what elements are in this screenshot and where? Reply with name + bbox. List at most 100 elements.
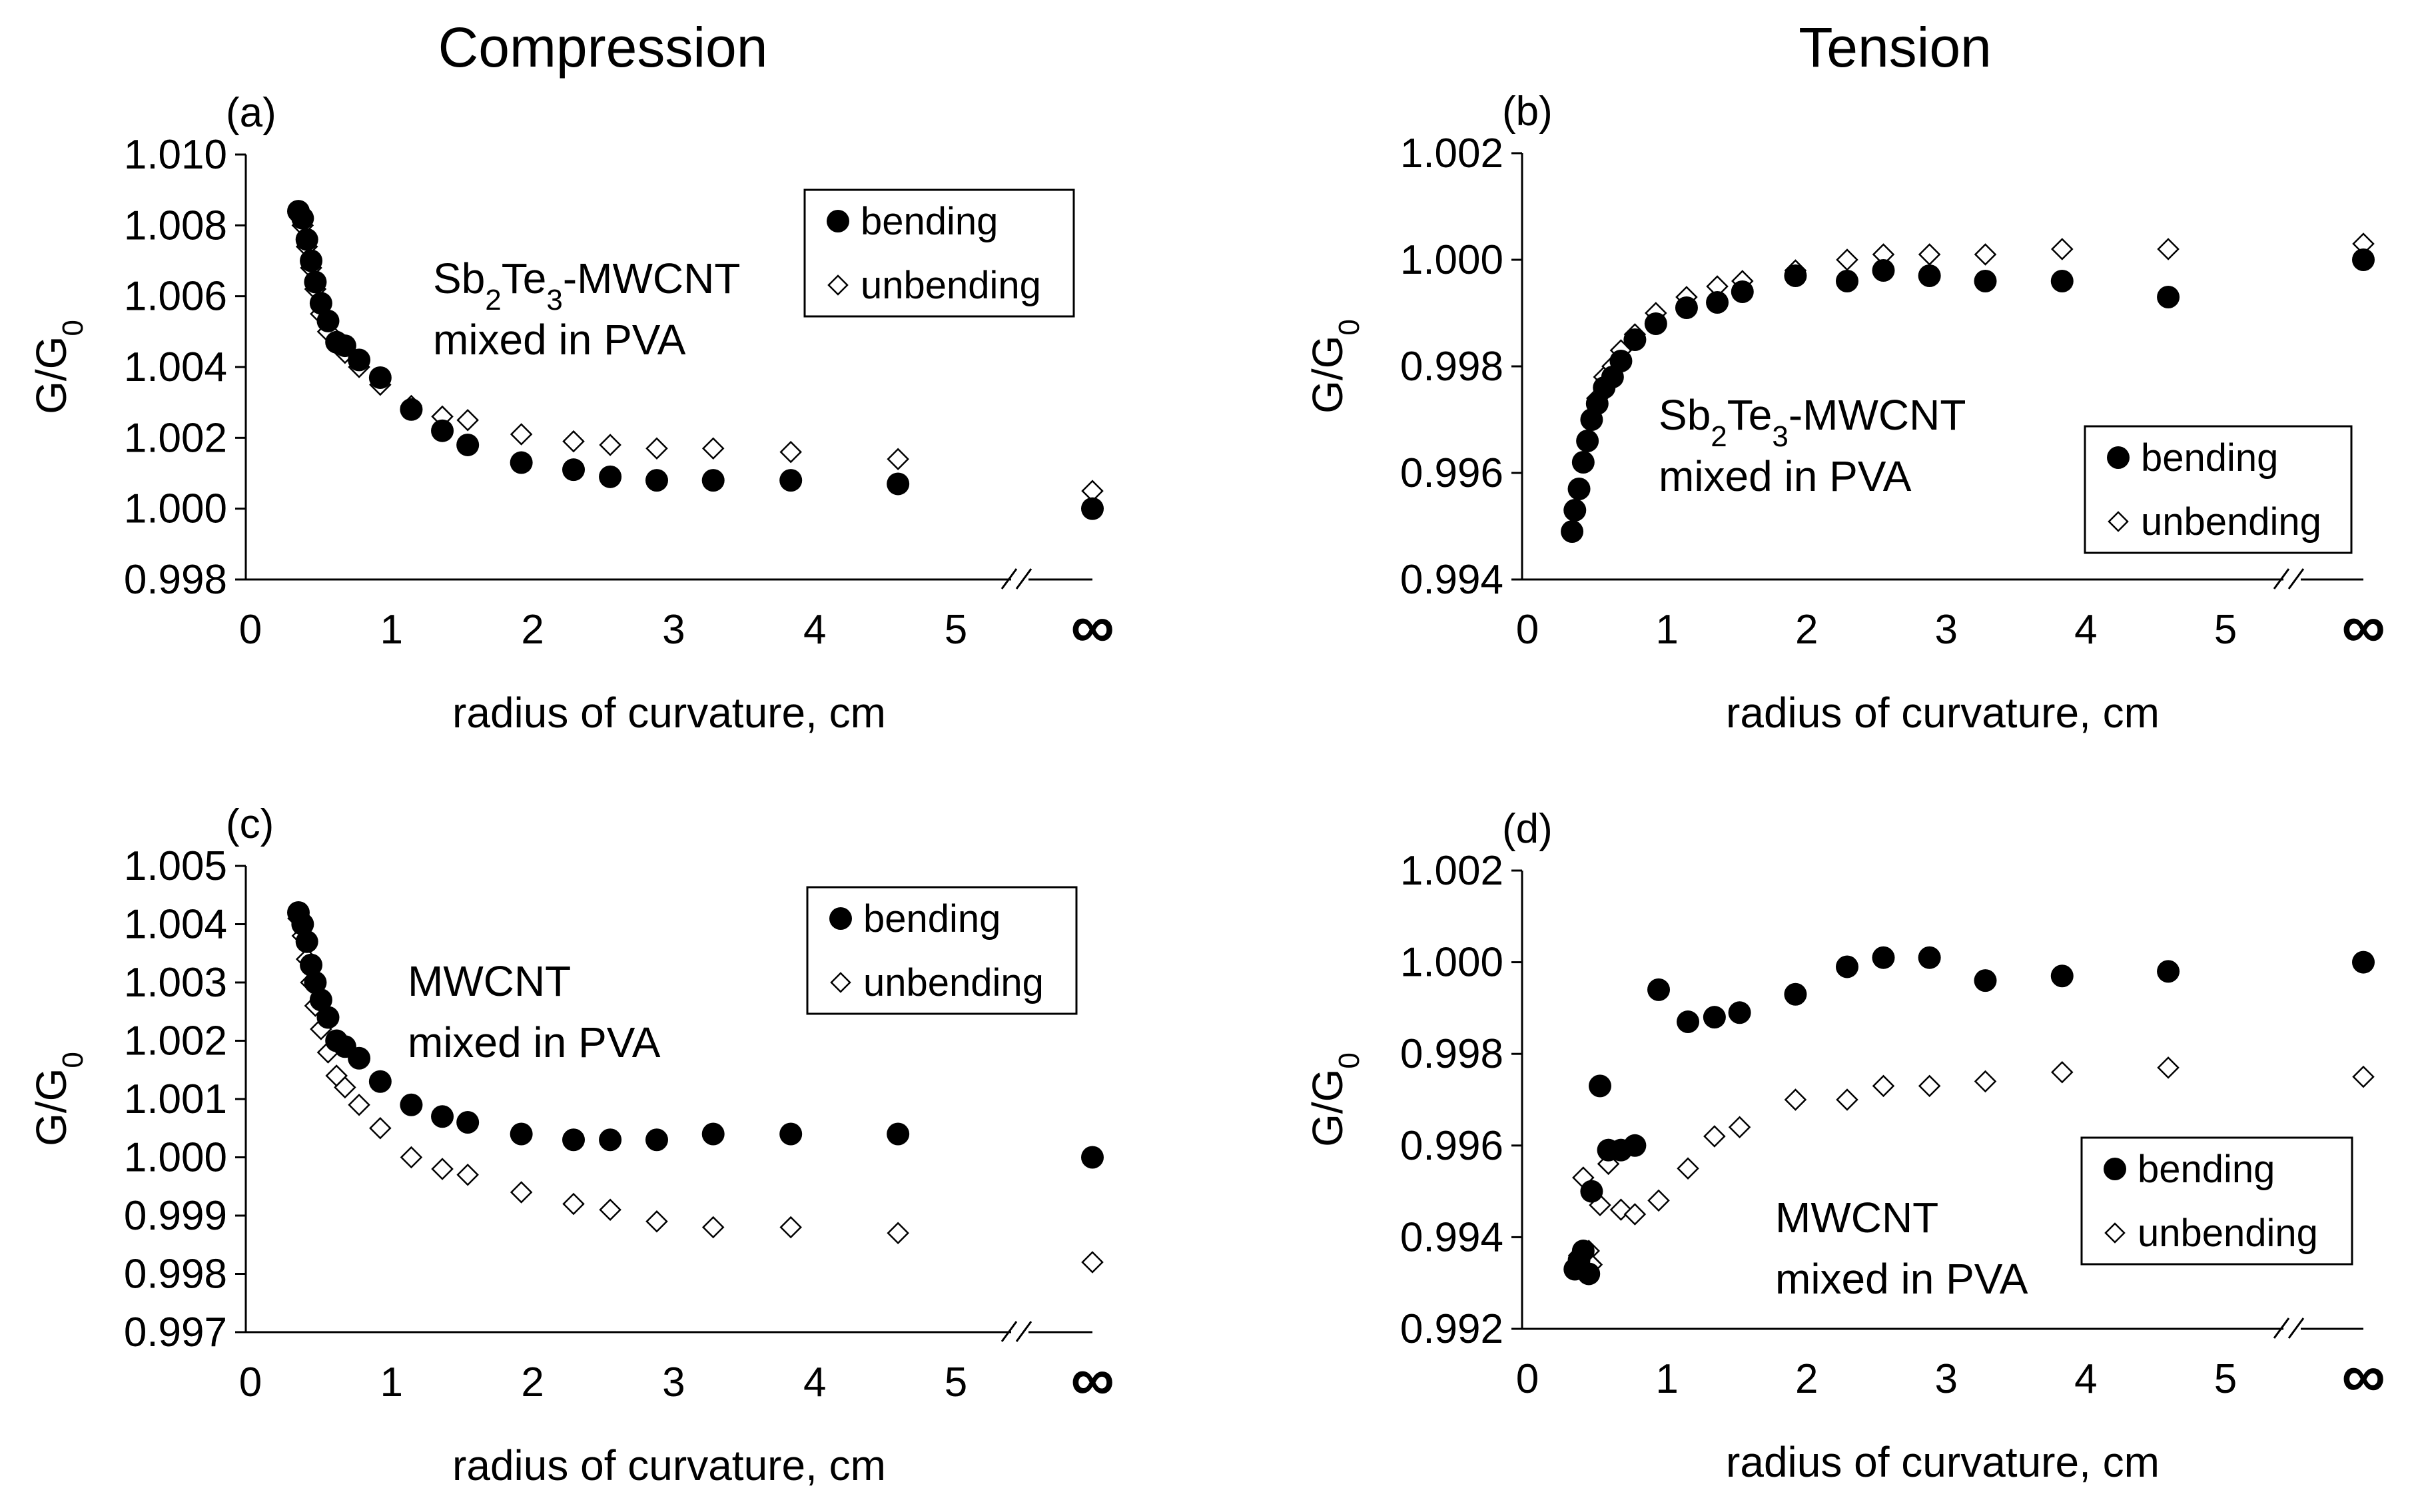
text-run: Te bbox=[1727, 391, 1773, 439]
y-tick-label: 0.996 bbox=[1400, 1123, 1503, 1169]
bending-point bbox=[1563, 499, 1587, 522]
bending-point bbox=[316, 309, 340, 332]
unbending-point bbox=[645, 437, 668, 460]
x-tick-label: 2 bbox=[521, 607, 544, 653]
legend-marker-bending bbox=[829, 907, 852, 930]
bending-point bbox=[348, 1046, 371, 1070]
unbending-point bbox=[1677, 1157, 1699, 1180]
bending-point bbox=[1784, 264, 1807, 287]
bending-point bbox=[1081, 497, 1104, 520]
x-tick-label: 5 bbox=[2214, 607, 2237, 653]
y-tick-label: 0.998 bbox=[1400, 1031, 1503, 1077]
bending-point bbox=[368, 1070, 392, 1093]
bending-point bbox=[2352, 248, 2375, 271]
bending-point bbox=[1872, 946, 1895, 969]
bending-point bbox=[333, 334, 356, 358]
annotation-line: Sb2Te3-MWCNT bbox=[1659, 391, 1966, 453]
y-tick-label: 1.010 bbox=[124, 132, 227, 178]
bending-point bbox=[1623, 328, 1647, 351]
bending-point bbox=[701, 1122, 725, 1146]
bending-point bbox=[431, 1105, 454, 1128]
subscript: 2 bbox=[485, 284, 501, 316]
bending-point bbox=[887, 472, 910, 496]
bending-point bbox=[1647, 978, 1671, 1001]
y-tick-label: 1.000 bbox=[1400, 940, 1503, 986]
legend-label-bending: bending bbox=[2138, 1148, 2275, 1191]
annotation-line: mixed in PVA bbox=[1775, 1255, 2028, 1303]
x-tick-label-infinity: ∞ bbox=[1070, 593, 1114, 661]
legend-marker-unbending bbox=[2104, 1222, 2126, 1244]
x-tick-label: 5 bbox=[945, 607, 967, 653]
unbending-point bbox=[334, 1076, 356, 1099]
legend-marker-bending bbox=[2104, 1158, 2126, 1180]
text-run: Sb bbox=[1659, 391, 1711, 439]
bending-point bbox=[1571, 1240, 1595, 1263]
bending-point bbox=[304, 270, 327, 294]
y-axis-title: G/G0 bbox=[1304, 319, 1366, 414]
y-tick-label: 1.000 bbox=[124, 1135, 227, 1181]
column-title-compression: Compression bbox=[438, 16, 768, 79]
bending-point bbox=[645, 469, 668, 492]
bending-point bbox=[2157, 960, 2180, 983]
legend-box bbox=[806, 886, 1078, 1015]
x-tick-label: 4 bbox=[2074, 607, 2097, 653]
x-tick-label: 0 bbox=[1516, 607, 1539, 653]
unbending-point bbox=[510, 1181, 533, 1204]
x-tick-label: 2 bbox=[1795, 607, 1818, 653]
bending-point bbox=[2050, 964, 2074, 988]
bending-point bbox=[300, 249, 323, 272]
y-tick-label: 0.996 bbox=[1400, 450, 1503, 496]
text-run: -MWCNT bbox=[1789, 391, 1966, 439]
unbending-point bbox=[431, 1158, 454, 1180]
unbending-point bbox=[1728, 1116, 1751, 1139]
legend-marker-bending bbox=[2107, 446, 2130, 469]
y-tick-label: 0.997 bbox=[124, 1310, 227, 1355]
annotation-line: mixed in PVA bbox=[408, 1018, 661, 1066]
x-axis-title: radius of curvature, cm bbox=[1726, 689, 2160, 737]
unbending-point bbox=[701, 1216, 725, 1239]
x-tick-label: 1 bbox=[1655, 1356, 1678, 1402]
bending-point bbox=[291, 913, 314, 936]
text-run: G/G bbox=[27, 336, 75, 414]
x-tick-label: 2 bbox=[521, 1359, 544, 1405]
unbending-point bbox=[887, 1222, 909, 1245]
text-run: Te bbox=[502, 254, 547, 302]
unbending-point bbox=[2157, 1056, 2180, 1079]
bending-point bbox=[599, 1128, 622, 1152]
bending-point bbox=[1835, 955, 1858, 978]
x-tick-label-infinity: ∞ bbox=[2341, 593, 2385, 661]
unbending-point bbox=[599, 1198, 621, 1222]
unbending-point bbox=[2157, 238, 2180, 260]
legend-marker-unbending bbox=[2108, 511, 2129, 532]
axis-break-mark bbox=[2287, 568, 2305, 589]
x-tick-label: 1 bbox=[380, 607, 403, 653]
bending-point bbox=[779, 1122, 803, 1146]
unbending-point bbox=[2352, 1065, 2375, 1088]
unbending-point bbox=[2051, 238, 2074, 260]
legend-label-bending: bending bbox=[2141, 436, 2278, 480]
y-tick-label: 1.003 bbox=[124, 960, 227, 1006]
bending-point bbox=[309, 292, 332, 315]
x-tick-label: 0 bbox=[239, 607, 262, 653]
bending-point bbox=[599, 465, 622, 488]
y-axis-title: G/G0 bbox=[1304, 1052, 1366, 1147]
y-tick-label: 0.999 bbox=[124, 1193, 227, 1239]
bending-point bbox=[510, 451, 533, 474]
bending-point bbox=[295, 930, 318, 953]
bending-point bbox=[510, 1122, 533, 1146]
y-tick-label: 1.002 bbox=[124, 1018, 227, 1064]
y-tick-label: 0.992 bbox=[1400, 1306, 1503, 1352]
bending-point bbox=[348, 348, 371, 372]
y-tick-label: 1.004 bbox=[124, 902, 227, 948]
y-axis-title: G/G0 bbox=[27, 320, 89, 414]
panel-b: (b) 0.994 0.996 0.998 1.000 1.002 0 1 2 3 4 5 ∞ radiu… bbox=[1304, 89, 2385, 737]
y-tick-label: 1.008 bbox=[124, 202, 227, 248]
bending-point bbox=[1567, 478, 1591, 500]
bending-point bbox=[304, 971, 327, 994]
bending-point bbox=[562, 458, 586, 482]
bending-point bbox=[1609, 350, 1633, 372]
bending-point bbox=[1872, 259, 1895, 282]
bending-point bbox=[431, 419, 454, 442]
panel-label: (a) bbox=[226, 90, 276, 136]
